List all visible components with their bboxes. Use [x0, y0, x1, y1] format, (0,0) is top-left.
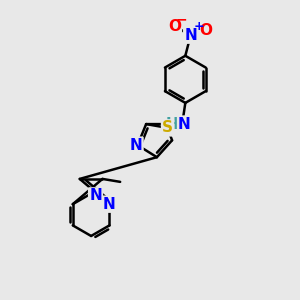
- Text: S: S: [162, 120, 173, 135]
- Text: N: N: [178, 117, 191, 132]
- Text: O: O: [199, 23, 212, 38]
- Text: H: H: [166, 117, 178, 132]
- Text: −: −: [176, 13, 188, 27]
- Text: N: N: [103, 197, 116, 212]
- Text: O: O: [168, 19, 181, 34]
- Text: N: N: [184, 28, 197, 43]
- Text: +: +: [194, 20, 204, 33]
- Text: N: N: [89, 188, 102, 203]
- Text: N: N: [130, 138, 142, 153]
